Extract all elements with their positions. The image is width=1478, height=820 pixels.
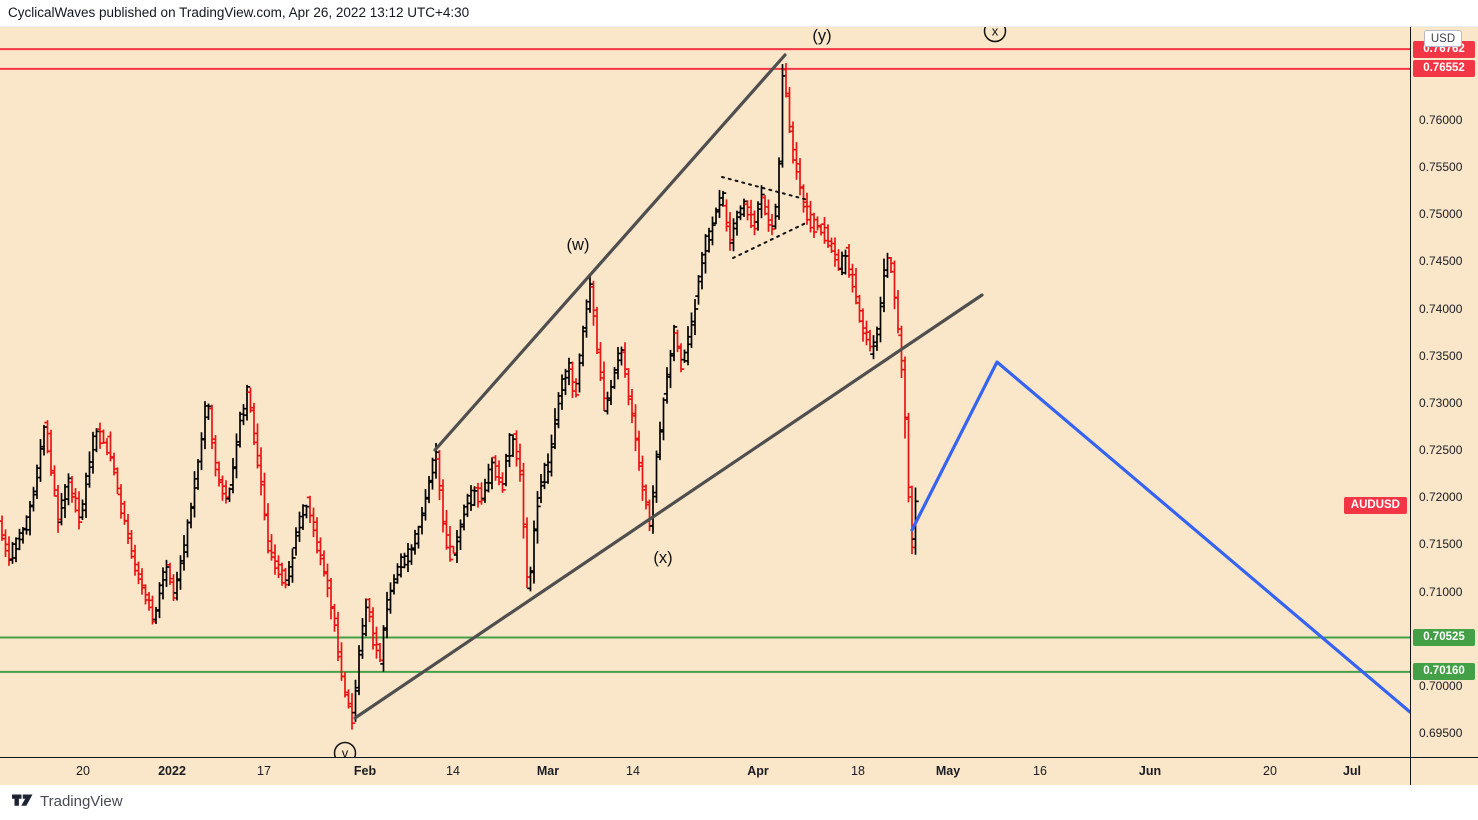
x-axis-tick-label: Jul bbox=[1342, 764, 1362, 778]
support-price-chip: 0.70160 bbox=[1413, 663, 1475, 681]
time-axis[interactable]: 20 2022 17 Feb 14 Mar 14 Apr 18 May 16 Jun 20 Jul bbox=[0, 757, 1478, 785]
x-axis-tick-label: Jun bbox=[1138, 764, 1162, 778]
x-axis-tick-label: 2022 bbox=[158, 764, 186, 778]
y-axis-tick-label: 0.72000 bbox=[1419, 490, 1463, 505]
snapshot-header: CyclicalWaves published on TradingView.c… bbox=[0, 0, 1478, 27]
snapshot-footer: TradingView bbox=[0, 785, 1478, 820]
x-axis-tick-label: 14 bbox=[446, 764, 460, 778]
wave-label[interactable]: v bbox=[342, 746, 349, 758]
x-axis-tick-label: Apr bbox=[747, 764, 769, 778]
y-axis-tick-label: 0.72500 bbox=[1419, 443, 1463, 458]
wave-label[interactable]: x bbox=[992, 27, 999, 39]
support-price-chip: 0.70525 bbox=[1413, 628, 1475, 646]
tradingview-logo-icon bbox=[12, 794, 33, 806]
y-axis-tick-label: 0.75500 bbox=[1419, 160, 1463, 175]
wave-label[interactable]: (y) bbox=[812, 27, 831, 45]
x-axis-tick-label: 14 bbox=[626, 764, 640, 778]
y-axis-tick-label: 0.71500 bbox=[1419, 537, 1463, 552]
symbol-price-label: AUDUSD bbox=[1343, 496, 1407, 514]
dotted-wedge-line[interactable] bbox=[732, 221, 809, 259]
x-axis-tick-label: Feb bbox=[353, 764, 377, 778]
brand-name: TradingView bbox=[40, 792, 123, 810]
trendline[interactable] bbox=[353, 293, 984, 720]
price-chart-plot[interactable]: (y) x (w) (x) v bbox=[0, 27, 1410, 757]
y-axis-tick-label: 0.70000 bbox=[1419, 678, 1463, 693]
y-axis-tick-label: 0.73000 bbox=[1419, 395, 1463, 410]
x-axis-tick-label: 18 bbox=[851, 764, 865, 778]
dotted-wedge-line[interactable] bbox=[721, 176, 809, 201]
x-axis-tick-label: Mar bbox=[536, 764, 560, 778]
price-axis[interactable]: 0.76000 0.75500 0.75000 0.74500 0.74000 0.735… bbox=[1410, 27, 1478, 785]
y-axis-tick-label: 0.73500 bbox=[1419, 348, 1463, 363]
x-axis-tick-label: 20 bbox=[76, 764, 90, 778]
price-bars bbox=[0, 63, 919, 730]
y-axis-tick-label: 0.69500 bbox=[1419, 726, 1463, 741]
y-axis-tick-label: 0.76000 bbox=[1419, 113, 1463, 127]
published-caption: CyclicalWaves published on TradingView.c… bbox=[8, 5, 470, 20]
x-axis-tick-label: 16 bbox=[1033, 764, 1047, 778]
y-axis-tick-label: 0.75000 bbox=[1419, 207, 1463, 222]
wave-label-circle[interactable] bbox=[333, 741, 357, 758]
y-axis-tick-label: 0.74000 bbox=[1419, 301, 1463, 316]
wave-label[interactable]: (x) bbox=[653, 549, 672, 567]
y-axis-tick-label: 0.71000 bbox=[1419, 584, 1463, 599]
trendline[interactable] bbox=[433, 53, 787, 452]
tradingview-logo-link[interactable]: TradingView bbox=[12, 792, 123, 810]
currency-chip: USD bbox=[1424, 30, 1462, 47]
x-axis-tick-label: 17 bbox=[257, 764, 271, 778]
y-axis-tick-label: 0.74500 bbox=[1419, 254, 1463, 269]
projection-path[interactable] bbox=[910, 360, 1410, 714]
wave-label-circle[interactable] bbox=[983, 27, 1007, 43]
x-axis-tick-label: May bbox=[935, 764, 961, 778]
chart-area: (y) x (w) (x) v 0.76000 0.75500 0.75000 0.74500… bbox=[0, 27, 1478, 785]
resistance-price-chip: 0.76552 bbox=[1413, 60, 1475, 78]
x-axis-tick-label: 20 bbox=[1263, 764, 1277, 778]
wave-label[interactable]: (w) bbox=[567, 236, 590, 254]
